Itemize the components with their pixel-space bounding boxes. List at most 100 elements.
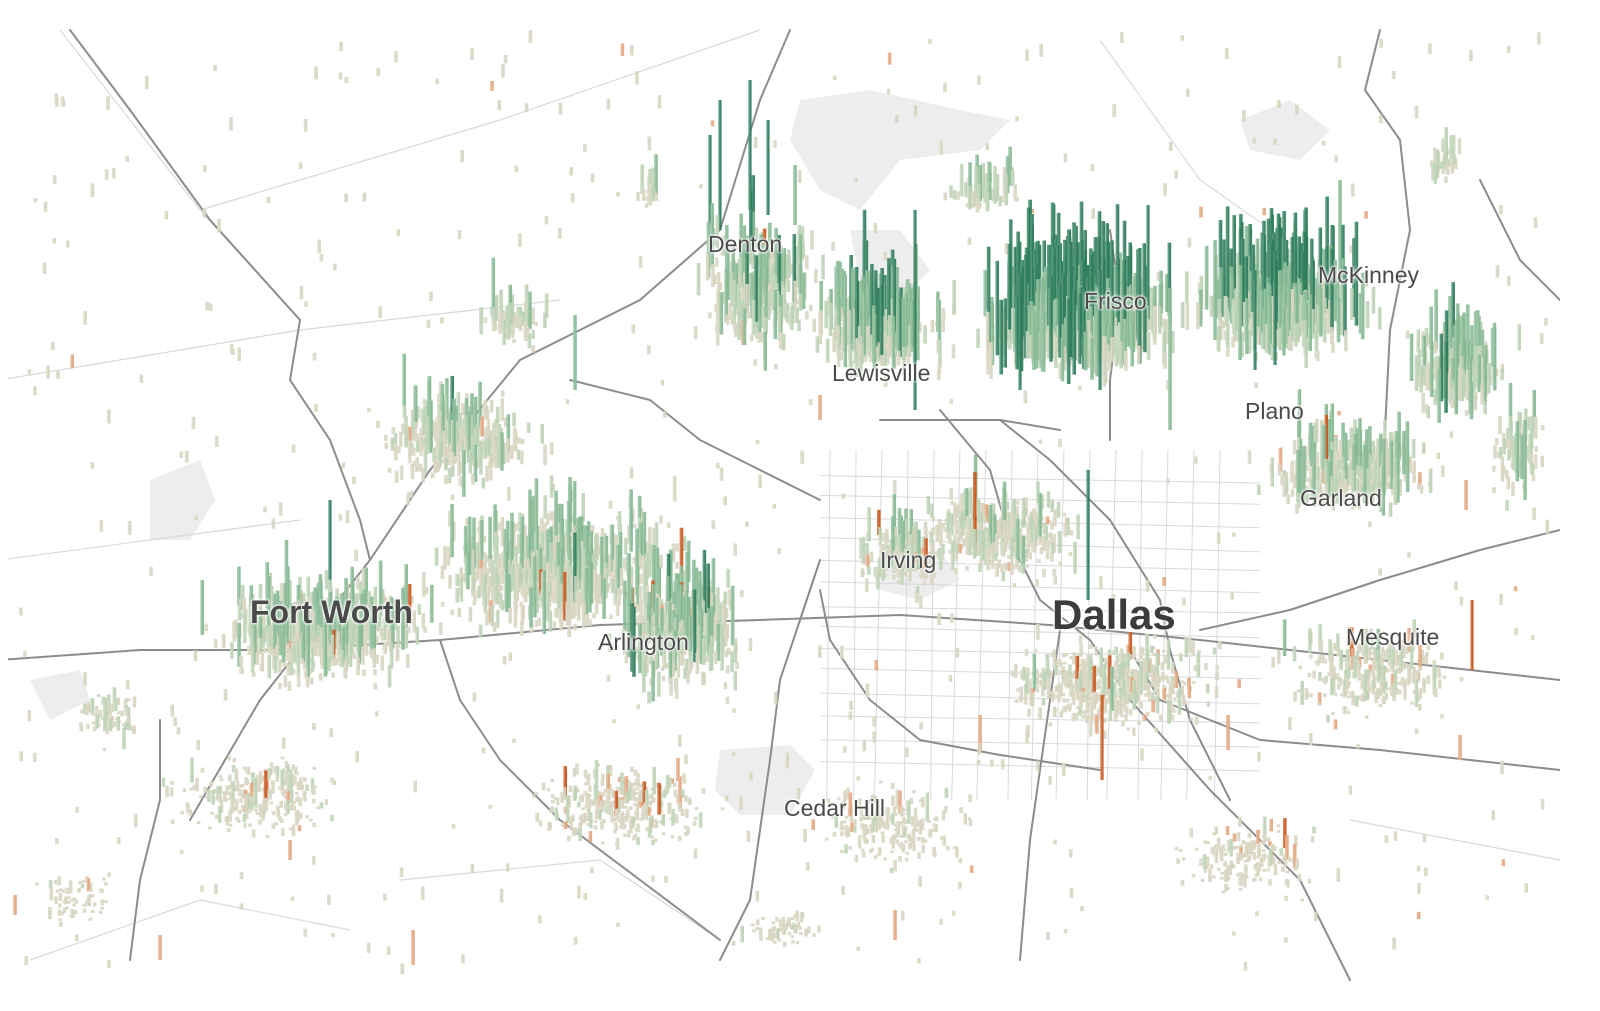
spike-highlight — [1007, 244, 1010, 342]
street-h — [819, 692, 1261, 705]
spike-highlight — [1358, 293, 1361, 334]
spike-highlight — [1435, 361, 1437, 391]
spike-highlight — [90, 183, 93, 198]
spike — [956, 191, 960, 201]
spike-highlight — [936, 340, 938, 354]
spike-highlight — [1204, 245, 1207, 310]
spike-highlight — [1083, 331, 1086, 371]
spike-highlight — [923, 325, 925, 344]
spike-highlight — [213, 64, 215, 72]
spike — [651, 167, 655, 197]
spike-highlight — [1424, 404, 1427, 414]
spike — [699, 184, 703, 189]
spike-highlight — [773, 363, 776, 370]
spike-highlight — [797, 319, 799, 331]
spike-highlight — [1544, 317, 1546, 326]
spike-highlight — [367, 407, 369, 412]
spike-highlight — [33, 198, 36, 203]
water-layer — [30, 90, 1330, 815]
spike-highlight — [1294, 323, 1296, 347]
spike-highlight — [716, 289, 718, 315]
spike-highlight — [1023, 254, 1026, 359]
spike-highlight — [1364, 211, 1366, 219]
spike-highlight — [781, 333, 784, 351]
spike-highlight — [663, 411, 665, 418]
minor-road-6 — [399, 859, 721, 941]
spike-highlight — [899, 287, 901, 357]
spike — [1262, 207, 1266, 216]
spike-highlight — [1441, 169, 1443, 174]
spike-highlight — [741, 237, 743, 287]
spike — [1163, 183, 1167, 196]
spike-highlight — [1469, 381, 1472, 420]
spike — [939, 140, 943, 155]
spike — [1433, 168, 1437, 185]
spike-highlight — [1295, 104, 1297, 115]
spike — [887, 52, 892, 65]
spike — [964, 181, 968, 198]
spike-highlight — [52, 175, 55, 185]
minor-road-1 — [199, 29, 761, 211]
spike-highlight — [1236, 333, 1238, 342]
spike-highlight — [741, 320, 743, 345]
spike — [731, 244, 735, 300]
spike-highlight — [164, 210, 167, 220]
spike-highlight — [1338, 285, 1341, 306]
spike-highlight — [762, 245, 765, 301]
spike-highlight — [757, 332, 759, 343]
spike — [1364, 270, 1369, 287]
spike-highlight — [708, 135, 710, 225]
spike — [266, 196, 271, 204]
spike-highlight — [512, 412, 514, 427]
spike-highlight — [304, 301, 306, 307]
spike-highlight — [266, 196, 269, 204]
spike-highlight — [1015, 197, 1017, 202]
map-canvas[interactable] — [8, 28, 1560, 990]
spike — [501, 64, 505, 78]
spike-highlight — [1254, 382, 1256, 389]
spike-highlight — [524, 103, 527, 113]
spike — [984, 173, 989, 198]
spike — [1350, 183, 1355, 197]
spike-highlight — [952, 190, 955, 200]
spike-highlight — [50, 342, 53, 351]
spike — [1013, 184, 1017, 201]
spike — [1112, 104, 1116, 118]
spike — [748, 80, 752, 210]
spike — [952, 190, 957, 200]
spike — [792, 234, 797, 302]
spike — [164, 210, 169, 220]
spike-highlight — [1537, 32, 1539, 45]
spike — [317, 239, 321, 254]
spike — [1252, 137, 1256, 144]
spike — [722, 235, 726, 256]
spike — [943, 82, 947, 92]
spike-highlight — [734, 323, 736, 337]
spike-highlight — [112, 168, 114, 179]
spike-highlight — [344, 76, 347, 84]
spike — [299, 285, 304, 300]
spike — [821, 254, 825, 280]
spike — [303, 118, 308, 132]
spike-highlight — [503, 417, 506, 427]
spike — [497, 100, 501, 111]
spike-highlight — [739, 213, 741, 259]
spike-highlight — [1058, 284, 1060, 358]
spike-highlight — [936, 370, 939, 381]
spike — [620, 43, 625, 57]
spike — [967, 185, 972, 210]
spike-highlight — [208, 303, 211, 311]
spike-highlight — [1107, 351, 1110, 372]
spike-highlight — [205, 301, 207, 311]
spike-highlight — [1130, 324, 1132, 367]
spike-highlight — [949, 398, 952, 405]
spike-highlight — [312, 352, 315, 361]
spike-highlight — [636, 191, 638, 202]
spike-highlight — [1500, 368, 1502, 381]
spike — [319, 254, 324, 262]
spike-highlight — [1004, 173, 1007, 206]
spike — [985, 142, 989, 150]
spike — [748, 251, 752, 265]
spike — [1242, 109, 1246, 122]
